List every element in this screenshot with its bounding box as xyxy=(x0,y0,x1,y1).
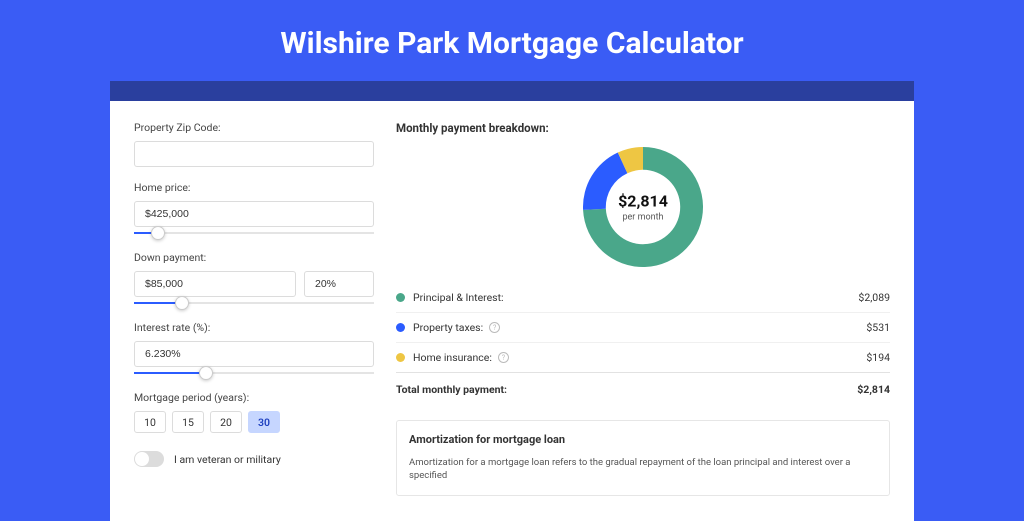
amortization-title: Amortization for mortgage loan xyxy=(409,433,877,446)
donut-amount: $2,814 xyxy=(618,192,668,211)
interest-group: Interest rate (%): xyxy=(134,321,374,377)
amortization-text: Amortization for a mortgage loan refers … xyxy=(409,456,877,483)
page-title: Wilshire Park Mortgage Calculator xyxy=(0,0,1024,81)
down-payment-pct-input[interactable] xyxy=(304,271,374,297)
period-option-20[interactable]: 20 xyxy=(210,411,242,433)
breakdown-value: $2,089 xyxy=(858,291,890,304)
down-payment-label: Down payment: xyxy=(134,251,374,264)
period-option-30[interactable]: 30 xyxy=(248,411,280,433)
home-price-slider[interactable] xyxy=(134,229,374,237)
period-option-15[interactable]: 15 xyxy=(172,411,204,433)
legend-dot xyxy=(396,353,405,362)
total-label: Total monthly payment: xyxy=(396,383,857,396)
home-price-label: Home price: xyxy=(134,181,374,194)
calculator-card: Property Zip Code: Home price: Down paym… xyxy=(110,101,914,521)
down-payment-input[interactable] xyxy=(134,271,296,297)
slider-knob[interactable] xyxy=(175,296,189,310)
zip-label: Property Zip Code: xyxy=(134,121,374,134)
breakdown-title: Monthly payment breakdown: xyxy=(396,121,890,135)
info-icon[interactable]: ? xyxy=(489,322,500,333)
amortization-box: Amortization for mortgage loan Amortizat… xyxy=(396,420,890,496)
info-icon[interactable]: ? xyxy=(498,352,509,363)
breakdown-rows: Principal & Interest:$2,089Property taxe… xyxy=(396,283,890,372)
donut-chart: $2,814 per month xyxy=(396,147,890,267)
period-option-10[interactable]: 10 xyxy=(134,411,166,433)
veteran-toggle[interactable] xyxy=(134,451,164,467)
zip-group: Property Zip Code: xyxy=(134,121,374,167)
breakdown-row: Principal & Interest:$2,089 xyxy=(396,283,890,312)
breakdown-value: $531 xyxy=(866,321,890,334)
legend-dot xyxy=(396,323,405,332)
zip-input[interactable] xyxy=(134,141,374,167)
period-row: 10 15 20 30 xyxy=(134,411,374,433)
interest-slider[interactable] xyxy=(134,369,374,377)
breakdown-label: Property taxes:? xyxy=(413,321,866,334)
slider-knob[interactable] xyxy=(151,226,165,240)
breakdown-column: Monthly payment breakdown: $2,814 per mo… xyxy=(396,121,890,496)
slider-knob[interactable] xyxy=(199,366,213,380)
breakdown-value: $194 xyxy=(866,351,890,364)
breakdown-row: Property taxes:?$531 xyxy=(396,312,890,342)
breakdown-label: Principal & Interest: xyxy=(413,291,858,304)
home-price-group: Home price: xyxy=(134,181,374,237)
down-payment-slider[interactable] xyxy=(134,299,374,307)
period-group: Mortgage period (years): 10 15 20 30 xyxy=(134,391,374,433)
breakdown-row: Home insurance:?$194 xyxy=(396,342,890,372)
inputs-column: Property Zip Code: Home price: Down paym… xyxy=(134,121,374,496)
period-label: Mortgage period (years): xyxy=(134,391,374,404)
veteran-row: I am veteran or military xyxy=(134,451,374,467)
home-price-input[interactable] xyxy=(134,201,374,227)
veteran-label: I am veteran or military xyxy=(174,453,281,466)
breakdown-label: Home insurance:? xyxy=(413,351,866,364)
interest-label: Interest rate (%): xyxy=(134,321,374,334)
total-value: $2,814 xyxy=(857,383,890,396)
donut-sub: per month xyxy=(618,213,668,223)
down-payment-group: Down payment: xyxy=(134,251,374,307)
interest-input[interactable] xyxy=(134,341,374,367)
donut-center: $2,814 per month xyxy=(618,192,668,223)
legend-dot xyxy=(396,293,405,302)
total-row: Total monthly payment: $2,814 xyxy=(396,372,890,404)
